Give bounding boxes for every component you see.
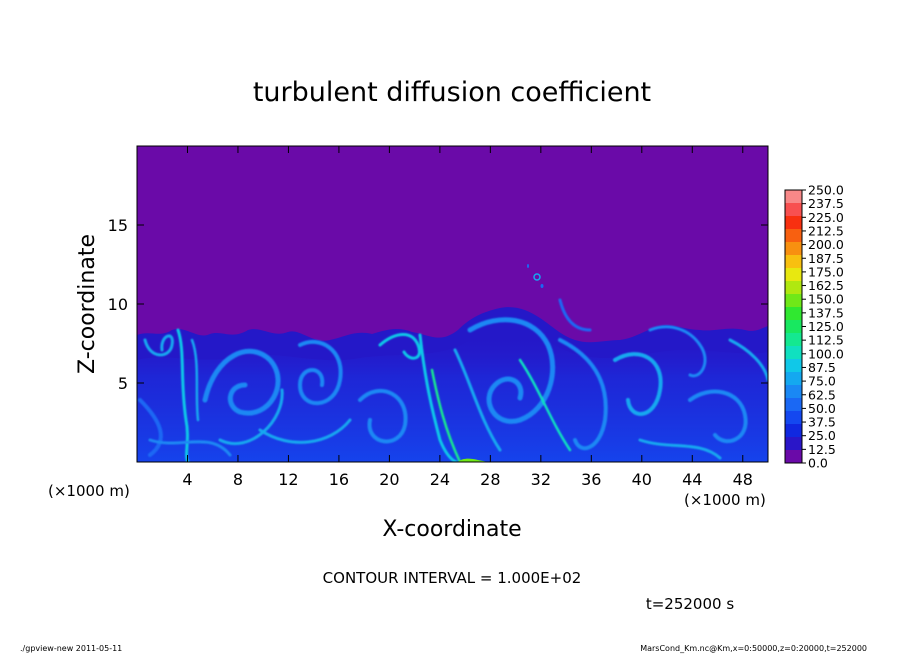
x-tick-label: 16 xyxy=(329,470,349,489)
colorbar-cell xyxy=(785,216,802,229)
colorbar-cell xyxy=(785,424,802,437)
y-tick-label: 10 xyxy=(108,295,128,314)
x-unit-label: (×1000 m) xyxy=(684,491,766,509)
x-tick-label: 24 xyxy=(430,470,450,489)
colorbar-label: 25.0 xyxy=(808,428,836,443)
chart-title: turbulent diffusion coefficient xyxy=(253,77,651,108)
colorbar-cell xyxy=(785,398,802,411)
contour-interval: CONTOUR INTERVAL = 1.000E+02 xyxy=(323,569,582,587)
colorbar-cell xyxy=(785,333,802,346)
colorbar-label: 100.0 xyxy=(808,346,844,361)
colorbar-cell xyxy=(785,359,802,372)
colorbar-label: 0.0 xyxy=(808,456,828,471)
colorbar-label: 75.0 xyxy=(808,374,836,389)
colorbar: 0.012.525.037.550.062.575.087.5100.0112.… xyxy=(784,183,844,471)
colorbar-label: 200.0 xyxy=(808,237,844,252)
x-tick-label: 40 xyxy=(632,470,652,489)
colorbar-label: 12.5 xyxy=(808,442,836,457)
x-tick-label: 20 xyxy=(379,470,399,489)
y-unit-label: (×1000 m) xyxy=(48,482,130,500)
colorbar-label: 237.5 xyxy=(808,196,844,211)
colorbar-cell xyxy=(785,203,802,216)
colorbar-label: 50.0 xyxy=(808,401,836,416)
x-tick-label: 28 xyxy=(480,470,500,489)
colorbar-cell xyxy=(785,268,802,281)
colorbar-label: 187.5 xyxy=(808,251,844,266)
colorbar-cell xyxy=(785,307,802,320)
colorbar-label: 112.5 xyxy=(808,333,844,348)
colorbar-label: 212.5 xyxy=(808,223,844,238)
colorbar-cell xyxy=(785,255,802,268)
colorbar-cell xyxy=(785,281,802,294)
colorbar-cell xyxy=(785,346,802,359)
colorbar-cell xyxy=(785,320,802,333)
colorbar-cell xyxy=(785,450,802,463)
x-tick-label: 4 xyxy=(182,470,192,489)
x-tick-label: 48 xyxy=(733,470,753,489)
colorbar-cell xyxy=(785,229,802,242)
y-axis-title: Z-coordinate xyxy=(75,234,100,374)
colorbar-label: 175.0 xyxy=(808,264,844,279)
time-label: t=252000 s xyxy=(646,595,734,613)
colorbar-cell xyxy=(785,385,802,398)
isolated-eddy xyxy=(533,273,541,281)
colorbar-cell xyxy=(785,372,802,385)
x-tick-label: 8 xyxy=(233,470,243,489)
colorbar-label: 150.0 xyxy=(808,292,844,307)
x-tick-label: 36 xyxy=(581,470,601,489)
colorbar-label: 125.0 xyxy=(808,319,844,334)
x-tick-label: 32 xyxy=(531,470,551,489)
x-tick-label: 12 xyxy=(278,470,298,489)
y-ticks: 5 10 15 xyxy=(108,216,768,393)
colorbar-cell xyxy=(785,242,802,255)
colorbar-label: 225.0 xyxy=(808,210,844,225)
colorbar-cell xyxy=(785,437,802,450)
colorbar-label: 37.5 xyxy=(808,415,836,430)
colorbar-label: 162.5 xyxy=(808,278,844,293)
colorbar-label: 87.5 xyxy=(808,360,836,375)
colorbar-label: 137.5 xyxy=(808,305,844,320)
footer-right: MarsCond_Km.nc@Km,x=0:50000,z=0:20000,t=… xyxy=(640,644,867,653)
colorbar-cell xyxy=(785,190,802,203)
footer-left: ./gpview-new 2011-05-11 xyxy=(20,644,122,653)
colorbar-label: 62.5 xyxy=(808,387,836,402)
x-tick-label: 44 xyxy=(682,470,702,489)
colorbar-cell xyxy=(785,411,802,424)
surface-feature xyxy=(458,458,488,462)
colorbar-cell xyxy=(785,294,802,307)
mixed-layer-depth xyxy=(137,331,768,462)
colorbar-label: 250.0 xyxy=(808,183,844,198)
eddy-swirls xyxy=(138,298,768,462)
turbulent-field xyxy=(137,264,768,462)
x-ticks: 4 8 12 16 20 24 28 32 36 40 44 48 xyxy=(182,146,753,489)
x-axis-title: X-coordinate xyxy=(382,517,521,542)
y-tick-label: 15 xyxy=(108,216,128,235)
y-tick-label: 5 xyxy=(118,374,128,393)
